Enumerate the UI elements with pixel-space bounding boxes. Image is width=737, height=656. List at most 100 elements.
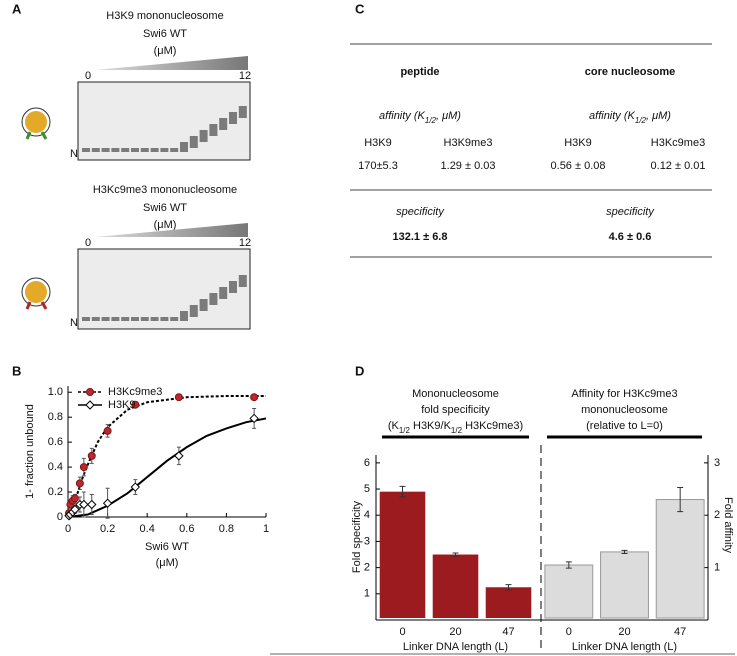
bar (379, 491, 426, 618)
gel-band (101, 148, 110, 152)
marker (103, 426, 112, 435)
text-part: , μM) (436, 110, 461, 122)
gel-band (150, 317, 159, 321)
fit-curve (67, 417, 267, 518)
gel-titrant: Swi6 WT (143, 202, 187, 214)
x-axis-label: Linker DNA length (L) (572, 641, 677, 653)
marker (249, 413, 259, 424)
y-tick-label: 5 (364, 483, 370, 495)
gel-band (170, 317, 179, 321)
x-axis-unit: (μM) (156, 557, 179, 569)
titration-wedge (95, 223, 248, 237)
gel-band (219, 287, 228, 299)
text-part: affinity (K (379, 110, 426, 122)
x-tick-label: 0.4 (140, 523, 155, 535)
legend-label: H3K9 (108, 399, 136, 411)
gel-band (91, 148, 100, 152)
gel-band (170, 148, 179, 152)
gel-band (111, 148, 120, 152)
group-title: fold specificity (421, 404, 490, 416)
nucleosome-core (25, 111, 47, 133)
error-bar (399, 485, 406, 498)
affinity-label: affinity (K1/2, μM) (379, 110, 461, 125)
marker (131, 400, 140, 409)
gel-band (189, 136, 198, 148)
table-cell: H3K9me3 (444, 137, 493, 149)
gel-title: H3Kc9me3 mononucleosome (93, 184, 237, 196)
specificity-label: specificity (396, 206, 445, 218)
gel-band (180, 311, 188, 321)
y-tick-label: 0.2 (48, 486, 63, 498)
gel-band (160, 317, 169, 321)
gel-band (131, 148, 139, 152)
gel-unit: (μM) (154, 45, 177, 57)
error-bar (677, 486, 684, 513)
titration-wedge (95, 56, 248, 70)
gel-band (91, 317, 100, 321)
gel-band (140, 317, 149, 321)
group-title: Mononucleosome (412, 388, 499, 400)
marker (79, 463, 88, 472)
legend-marker (85, 400, 95, 410)
legend-marker (86, 388, 94, 396)
fit-curve (67, 394, 266, 518)
gel-band (180, 142, 188, 152)
text-part: H3Kc9me3) (462, 420, 523, 432)
histone-tail (40, 131, 48, 140)
panel-label: B (12, 363, 21, 378)
range-end: 12 (239, 237, 251, 249)
nucleosome-core (25, 281, 47, 303)
gel-band (160, 148, 169, 152)
x-tick-label: 0.8 (219, 523, 234, 535)
y-tick-label: 1.0 (48, 386, 63, 398)
gel-band (229, 281, 237, 293)
y-tick-label: 0.6 (48, 436, 63, 448)
gel-band (140, 148, 149, 152)
range-start: 0 (85, 237, 91, 249)
x-tick-label: 0 (399, 626, 405, 638)
marker (75, 479, 84, 488)
error-bar (621, 549, 628, 554)
y-tick-label: 3 (364, 535, 370, 547)
gel-band (82, 148, 90, 152)
text-part: 1/2 (451, 426, 463, 435)
gel-band (238, 106, 247, 118)
x-tick-label: 47 (502, 626, 514, 638)
gel-band (150, 148, 159, 152)
panel-label: C (355, 1, 365, 16)
gel-band (209, 293, 218, 305)
gel-band (199, 299, 208, 311)
text-part: (K (388, 420, 400, 432)
marker (250, 393, 259, 402)
specificity-value: 4.6 ± 0.6 (609, 231, 652, 243)
table-cell: H3K9 (364, 137, 392, 149)
histone-tail (25, 301, 32, 310)
y-tick-label: 2 (364, 562, 370, 574)
text-part: 1/2 (399, 426, 411, 435)
text-part: affinity (K (589, 110, 636, 122)
bar (600, 551, 649, 619)
y2-axis-label: Fold affinity (722, 497, 734, 554)
x-tick-label: 0 (566, 626, 572, 638)
gel-band (229, 112, 237, 124)
table-header: peptide (400, 66, 439, 78)
error-bar (505, 584, 512, 591)
y2-tick-label: 3 (714, 457, 720, 469)
text-part: , μM) (646, 110, 671, 122)
marker (87, 499, 97, 510)
table-cell: 0.12 ± 0.01 (651, 160, 706, 172)
gel-band (131, 317, 139, 321)
table-cell: 0.56 ± 0.08 (551, 160, 606, 172)
gel-band (199, 130, 208, 142)
gel-band (189, 305, 198, 317)
gel-band (209, 124, 218, 136)
table-cell: 1.29 ± 0.03 (441, 160, 496, 172)
legend-label: H3Kc9me3 (108, 386, 162, 398)
y-tick-label: 0.4 (48, 461, 63, 473)
x-tick-label: 1 (263, 523, 269, 535)
band-label: N (70, 317, 78, 329)
marker (79, 499, 89, 510)
gel-band (82, 317, 90, 321)
marker (70, 494, 79, 503)
